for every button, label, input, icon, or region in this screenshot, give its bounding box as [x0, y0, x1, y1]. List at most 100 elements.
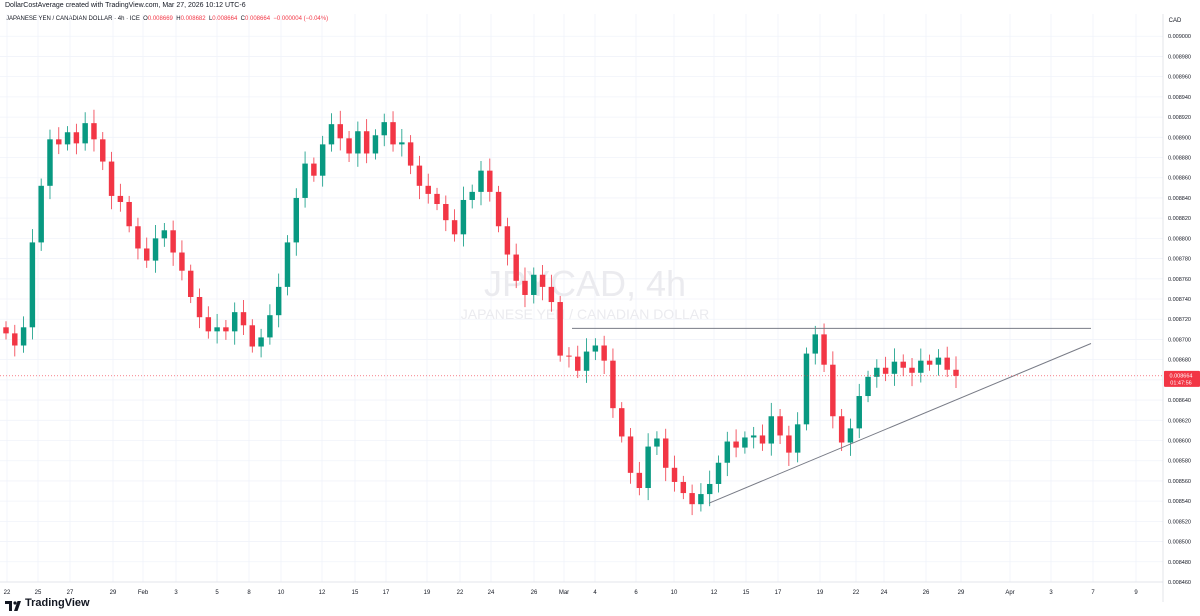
time-tick-label: 27 — [67, 590, 74, 596]
symbol-legend: JAPANESE YEN / CANADIAN DOLLAR · 4h · IC… — [6, 16, 328, 22]
legend-low-label: L — [208, 16, 213, 22]
time-tick-label: 6 — [634, 590, 638, 596]
currency-label: CAD — [1169, 18, 1182, 24]
candle-body — [539, 274, 546, 287]
countdown-label: 01:47:56 — [1170, 380, 1191, 386]
chart-watermark: JPYCAD, 4h JAPANESE YEN / CANADIAN DOLLA… — [461, 263, 709, 322]
candle-body — [838, 416, 845, 443]
candle-body — [187, 270, 194, 297]
candle-body — [610, 360, 616, 409]
candle-body — [170, 230, 176, 253]
time-tick-label: 29 — [110, 590, 117, 596]
price-tick-label: 0.008560 — [1168, 479, 1191, 485]
candle-body — [144, 248, 150, 261]
price-tick-label: 0.008720 — [1168, 317, 1191, 323]
candle-body — [909, 367, 915, 373]
candle-body — [416, 165, 423, 186]
candle-body — [372, 135, 379, 154]
price-tick-label: 0.008980 — [1168, 54, 1191, 60]
watermark-name: JAPANESE YEN / CANADIAN DOLLAR — [461, 306, 709, 322]
candlestick-chart[interactable]: JPYCAD, 4h JAPANESE YEN / CANADIAN DOLLA… — [0, 14, 1200, 602]
time-tick-label: 26 — [531, 590, 538, 596]
candle-body — [874, 367, 880, 377]
candle-body — [918, 360, 924, 373]
time-tick-label: 24 — [881, 590, 888, 596]
time-tick-label: 5 — [215, 590, 219, 596]
candle-body — [381, 122, 387, 136]
candle-body — [777, 416, 783, 436]
candle-body — [575, 356, 581, 371]
candle-body — [715, 462, 722, 484]
candle-body — [706, 483, 713, 495]
candle-body — [680, 481, 687, 494]
time-tick-label: 19 — [817, 590, 824, 596]
time-tick-label: 22 — [4, 590, 11, 596]
price-tick-label: 0.008740 — [1168, 297, 1191, 303]
candle-body — [319, 144, 326, 176]
candle-body — [29, 242, 36, 328]
candle-body — [495, 191, 502, 227]
time-tick-label: 26 — [923, 590, 930, 596]
time-tick-label: 19 — [424, 590, 431, 596]
time-tick-label: 7 — [1091, 590, 1095, 596]
candle-body — [627, 436, 634, 473]
candle-body — [891, 361, 898, 374]
header-bar: DollarCostAverage created with TradingVi… — [0, 0, 1200, 14]
candle-body — [258, 337, 264, 347]
price-tick-label: 0.008940 — [1168, 95, 1191, 101]
candle-body — [425, 185, 431, 194]
candle-body — [812, 334, 818, 354]
legend-high: 0.008682 — [180, 16, 206, 22]
candle-body — [768, 416, 775, 444]
tradingview-logo-icon — [5, 598, 21, 611]
price-tick-label: 0.008840 — [1168, 196, 1191, 202]
candle-body — [548, 286, 555, 303]
candle-body — [522, 280, 528, 295]
current-price-badge — [1164, 370, 1200, 387]
candle-body — [64, 132, 71, 145]
price-tick-label: 0.008760 — [1168, 277, 1191, 283]
price-axis[interactable]: 0.009000 0.008980 0.008960 0.008940 0.008920… — [1162, 14, 1200, 602]
time-tick-label: 3 — [1049, 590, 1053, 596]
drawings-layer[interactable] — [0, 327, 1163, 504]
tradingview-brand[interactable]: TradingView — [5, 595, 90, 611]
price-tick-label: 0.008880 — [1168, 156, 1191, 162]
time-tick-label: 10 — [278, 590, 285, 596]
candle-body — [91, 123, 97, 140]
time-tick-label: 17 — [383, 590, 390, 596]
candle-body — [847, 428, 854, 443]
candle-body — [161, 230, 168, 239]
candle-body — [794, 424, 801, 453]
candle-body — [733, 441, 739, 448]
candle-body — [108, 161, 115, 196]
candle-body — [302, 163, 308, 198]
candle-body — [346, 138, 352, 154]
time-tick-label: Mar — [559, 590, 569, 596]
candle-body — [926, 360, 933, 365]
candle-body — [56, 139, 62, 145]
time-tick-label: 3 — [174, 590, 178, 596]
candle-body — [117, 195, 124, 202]
chart-frame[interactable]: JPYCAD, 4h JAPANESE YEN / CANADIAN DOLLA… — [0, 14, 1200, 602]
candle-body — [240, 312, 247, 326]
legend-open: 0.008669 — [147, 16, 173, 22]
candle-body — [135, 226, 141, 249]
candle-body — [645, 446, 651, 489]
candle-body — [223, 327, 229, 332]
time-axis[interactable]: 22 25 27 29 Feb 3 5 8 10 12 15 17 19 22 24 26 Mar 4 6 10 12 1… — [0, 581, 1163, 596]
candle-body — [619, 408, 625, 437]
candle-body — [698, 494, 704, 505]
time-tick-label: Feb — [138, 590, 149, 596]
candle-body — [865, 376, 871, 397]
candle-body — [73, 132, 80, 144]
time-tick-label: 9 — [1134, 590, 1138, 596]
candle-body — [407, 142, 414, 166]
candle-body — [38, 185, 44, 243]
legend-close-label: C — [240, 16, 245, 22]
candle-body — [267, 315, 273, 338]
candle-body — [443, 204, 449, 221]
price-tick-label: 0.008700 — [1168, 337, 1191, 343]
candle-body — [742, 437, 748, 448]
candle-body — [20, 327, 27, 346]
candle-body — [504, 226, 511, 255]
